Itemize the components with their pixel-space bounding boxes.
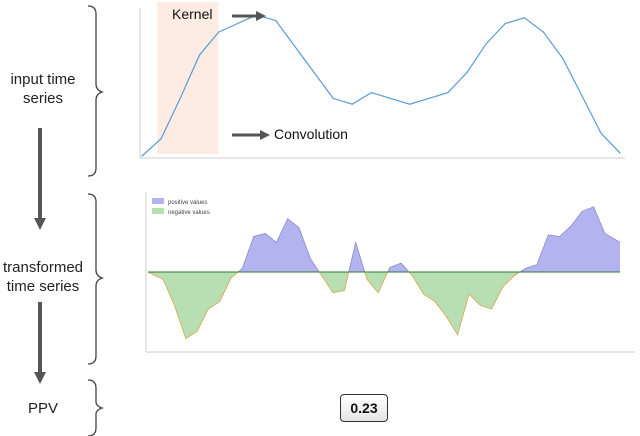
convolution-label: Convolution [274,126,348,142]
legend-positive-label: positive values [168,200,207,206]
ppv-brace [87,379,105,436]
input-step-line-1: input time [10,71,76,88]
input-series-point [237,22,239,25]
transformed-brace [87,193,105,365]
kernel-window [157,2,219,154]
kernel-arrow [232,11,266,21]
legend-negative-label: negative values [168,210,210,216]
input-series-point [523,17,526,19]
negative-outline [148,272,521,340]
legend-negative-swatch [152,208,164,214]
positive-outline [148,206,620,272]
input-series-point [179,97,181,99]
input-series-point [562,57,564,59]
input-series-point [428,97,430,99]
transformed-step-label: transformed time series [0,258,86,296]
down-arrow-2 [34,302,46,384]
input-series-point [485,43,487,45]
input-series-point [217,31,220,33]
input-series-point [447,92,449,94]
ppv-step-label: PPV [27,400,58,417]
input-series-point [294,45,296,48]
input-time-series-chart [139,2,625,159]
down-arrow-1 [34,128,46,230]
legend-positive-swatch [152,198,164,204]
input-series-point [581,94,583,97]
input-series-point [141,155,143,157]
input-series-point [409,103,411,105]
transformed-step-line-1: transformed [2,259,84,276]
ppv-value-box: 0.23 [340,394,388,422]
input-series-point [275,20,277,22]
input-series-point [370,92,373,94]
input-series-point [389,97,392,99]
input-series-point [600,132,602,134]
input-series-point [542,31,545,33]
positive-area [148,206,620,272]
input-series-point [313,71,315,74]
input-series-point [466,71,468,74]
input-step-label: input time series [0,70,86,108]
input-step-line-2: series [22,90,63,107]
transformed-time-series-chart: positive values negative values [145,192,635,353]
kernel-label: Kernel [172,6,213,22]
convolution-arrow [232,130,270,140]
input-series-point [160,138,162,140]
input-brace [87,5,105,177]
input-series-point [351,103,353,105]
input-series-point [619,152,621,154]
input-series-line [141,14,621,157]
input-series-point [504,22,506,25]
chart2-legend: positive values negative values [152,198,210,216]
negative-area [148,272,620,339]
input-series-point [332,97,334,99]
transformed-step-line-2: time series [6,278,80,295]
input-series-point [198,54,200,56]
